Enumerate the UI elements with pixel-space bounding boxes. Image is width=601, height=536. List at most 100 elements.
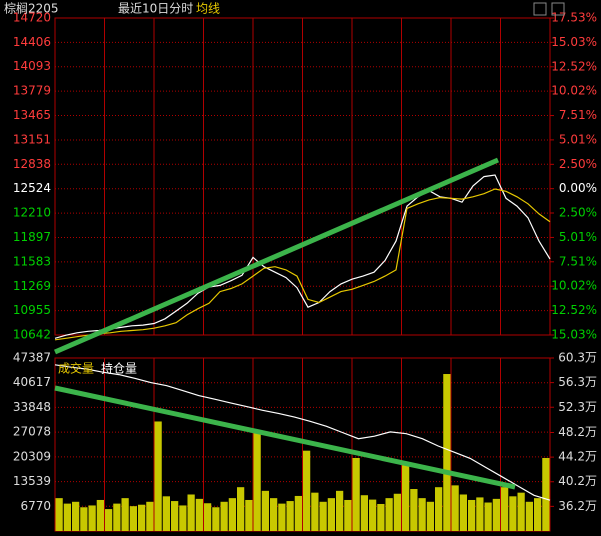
mark-layer xyxy=(54,174,551,531)
volume-bar xyxy=(327,498,335,531)
volume-bar xyxy=(72,501,80,531)
volume-bar xyxy=(410,489,418,531)
volume-bar xyxy=(311,492,319,531)
y2-tick-label: 15.03% xyxy=(551,328,597,342)
y-tick-label: 11583 xyxy=(13,254,51,268)
volume-bar xyxy=(344,499,352,531)
y2-tick-label: 10.02% xyxy=(551,84,597,98)
volume-bar xyxy=(278,503,286,531)
legend-entry: 持仓量 xyxy=(101,361,137,376)
volume-bar xyxy=(336,490,344,531)
volume-bar xyxy=(63,503,71,531)
y-tick-label: 20309 xyxy=(13,449,51,463)
volume-bar xyxy=(129,506,137,531)
volume-bar xyxy=(121,498,129,531)
y-tick-label: 10642 xyxy=(13,328,51,342)
y-tick-label: 47387 xyxy=(13,351,51,365)
window-button[interactable] xyxy=(533,2,547,16)
volume-bar xyxy=(195,498,203,531)
y2-tick-label: 2.50% xyxy=(559,157,597,171)
trend-line xyxy=(54,385,516,490)
volume-bar xyxy=(418,498,426,531)
volume-bar xyxy=(253,432,261,531)
volume-bar xyxy=(212,507,220,531)
y2-tick-label: 17.53% xyxy=(551,11,597,25)
volume-bar xyxy=(113,503,121,531)
y2-tick-label: 56.3万 xyxy=(558,375,597,389)
y-tick-label: 11897 xyxy=(13,230,51,244)
y2-tick-label: 40.2万 xyxy=(558,474,597,488)
chart-subtitle: 最近10日分时 xyxy=(118,2,193,16)
volume-bar xyxy=(237,487,245,531)
volume-bar xyxy=(286,501,294,531)
y2-tick-label: 36.2万 xyxy=(558,499,597,513)
y2-tick-label: 10.02% xyxy=(551,279,597,293)
chart-title: 棕榈2205 xyxy=(4,1,59,16)
volume-bar xyxy=(426,501,434,531)
y2-tick-label: 5.01% xyxy=(559,230,597,244)
y-tick-label: 12210 xyxy=(13,206,51,220)
volume-bar xyxy=(96,499,104,531)
volume-bar xyxy=(154,421,162,531)
series-line xyxy=(54,188,551,341)
y2-tick-label: 48.2万 xyxy=(558,425,597,439)
series-line xyxy=(54,174,551,339)
window-button[interactable] xyxy=(551,2,565,16)
legend-entry: 均线 xyxy=(196,2,220,16)
y2-tick-label: 44.2万 xyxy=(558,450,597,464)
y-tick-label: 11269 xyxy=(13,279,51,293)
volume-bar xyxy=(138,504,146,531)
trend-line xyxy=(54,157,499,355)
y-tick-label: 12524 xyxy=(13,181,51,195)
y-tick-label: 14093 xyxy=(13,59,51,73)
volume-bar xyxy=(509,496,517,531)
volume-bar xyxy=(451,485,459,531)
volume-bar xyxy=(484,502,492,531)
y-tick-label: 13779 xyxy=(13,84,51,98)
y-tick-label: 14720 xyxy=(13,11,51,25)
volume-bar xyxy=(228,498,236,531)
y-tick-label: 13151 xyxy=(13,132,51,146)
y2-tick-label: 2.50% xyxy=(559,206,597,220)
y-tick-label: 13465 xyxy=(13,108,51,122)
volume-bar xyxy=(435,487,443,531)
volume-bar xyxy=(319,501,327,531)
volume-bar xyxy=(162,496,170,531)
y-tick-label: 40617 xyxy=(13,375,51,389)
volume-bar xyxy=(534,498,542,531)
volume-bar xyxy=(443,374,451,531)
y2-tick-label: 0.00% xyxy=(559,181,597,195)
volume-bar xyxy=(352,457,360,531)
volume-bar xyxy=(294,495,302,531)
volume-bar xyxy=(501,487,509,531)
volume-bar xyxy=(171,501,179,531)
legend-entry: 成交量 xyxy=(58,361,94,376)
y-tick-label: 10955 xyxy=(13,303,51,317)
volume-bar xyxy=(105,509,113,531)
y2-tick-label: 60.3万 xyxy=(558,351,597,365)
volume-bar xyxy=(204,503,212,531)
label-layer: 14720 14406 14093 13779 13465 13151 12838 12524… xyxy=(13,11,597,513)
volume-bar xyxy=(476,497,484,531)
y2-tick-label: 52.3万 xyxy=(558,400,597,414)
y-tick-label: 13539 xyxy=(13,474,51,488)
volume-bar xyxy=(542,457,550,531)
volume-bar xyxy=(517,492,525,531)
volume-bar xyxy=(220,501,228,531)
volume-bar xyxy=(80,507,88,531)
volume-bar xyxy=(360,495,368,531)
volume-bar xyxy=(179,505,187,531)
y2-tick-label: 7.51% xyxy=(559,108,597,122)
y-tick-label: 12838 xyxy=(13,157,51,171)
volume-bar xyxy=(385,498,393,531)
volume-bar xyxy=(402,465,410,531)
y-tick-label: 33848 xyxy=(13,400,51,414)
volume-bar xyxy=(261,490,269,531)
y-tick-label: 27078 xyxy=(13,425,51,439)
volume-bar xyxy=(55,498,63,531)
volume-bar xyxy=(468,499,476,531)
y2-tick-label: 5.01% xyxy=(559,132,597,146)
